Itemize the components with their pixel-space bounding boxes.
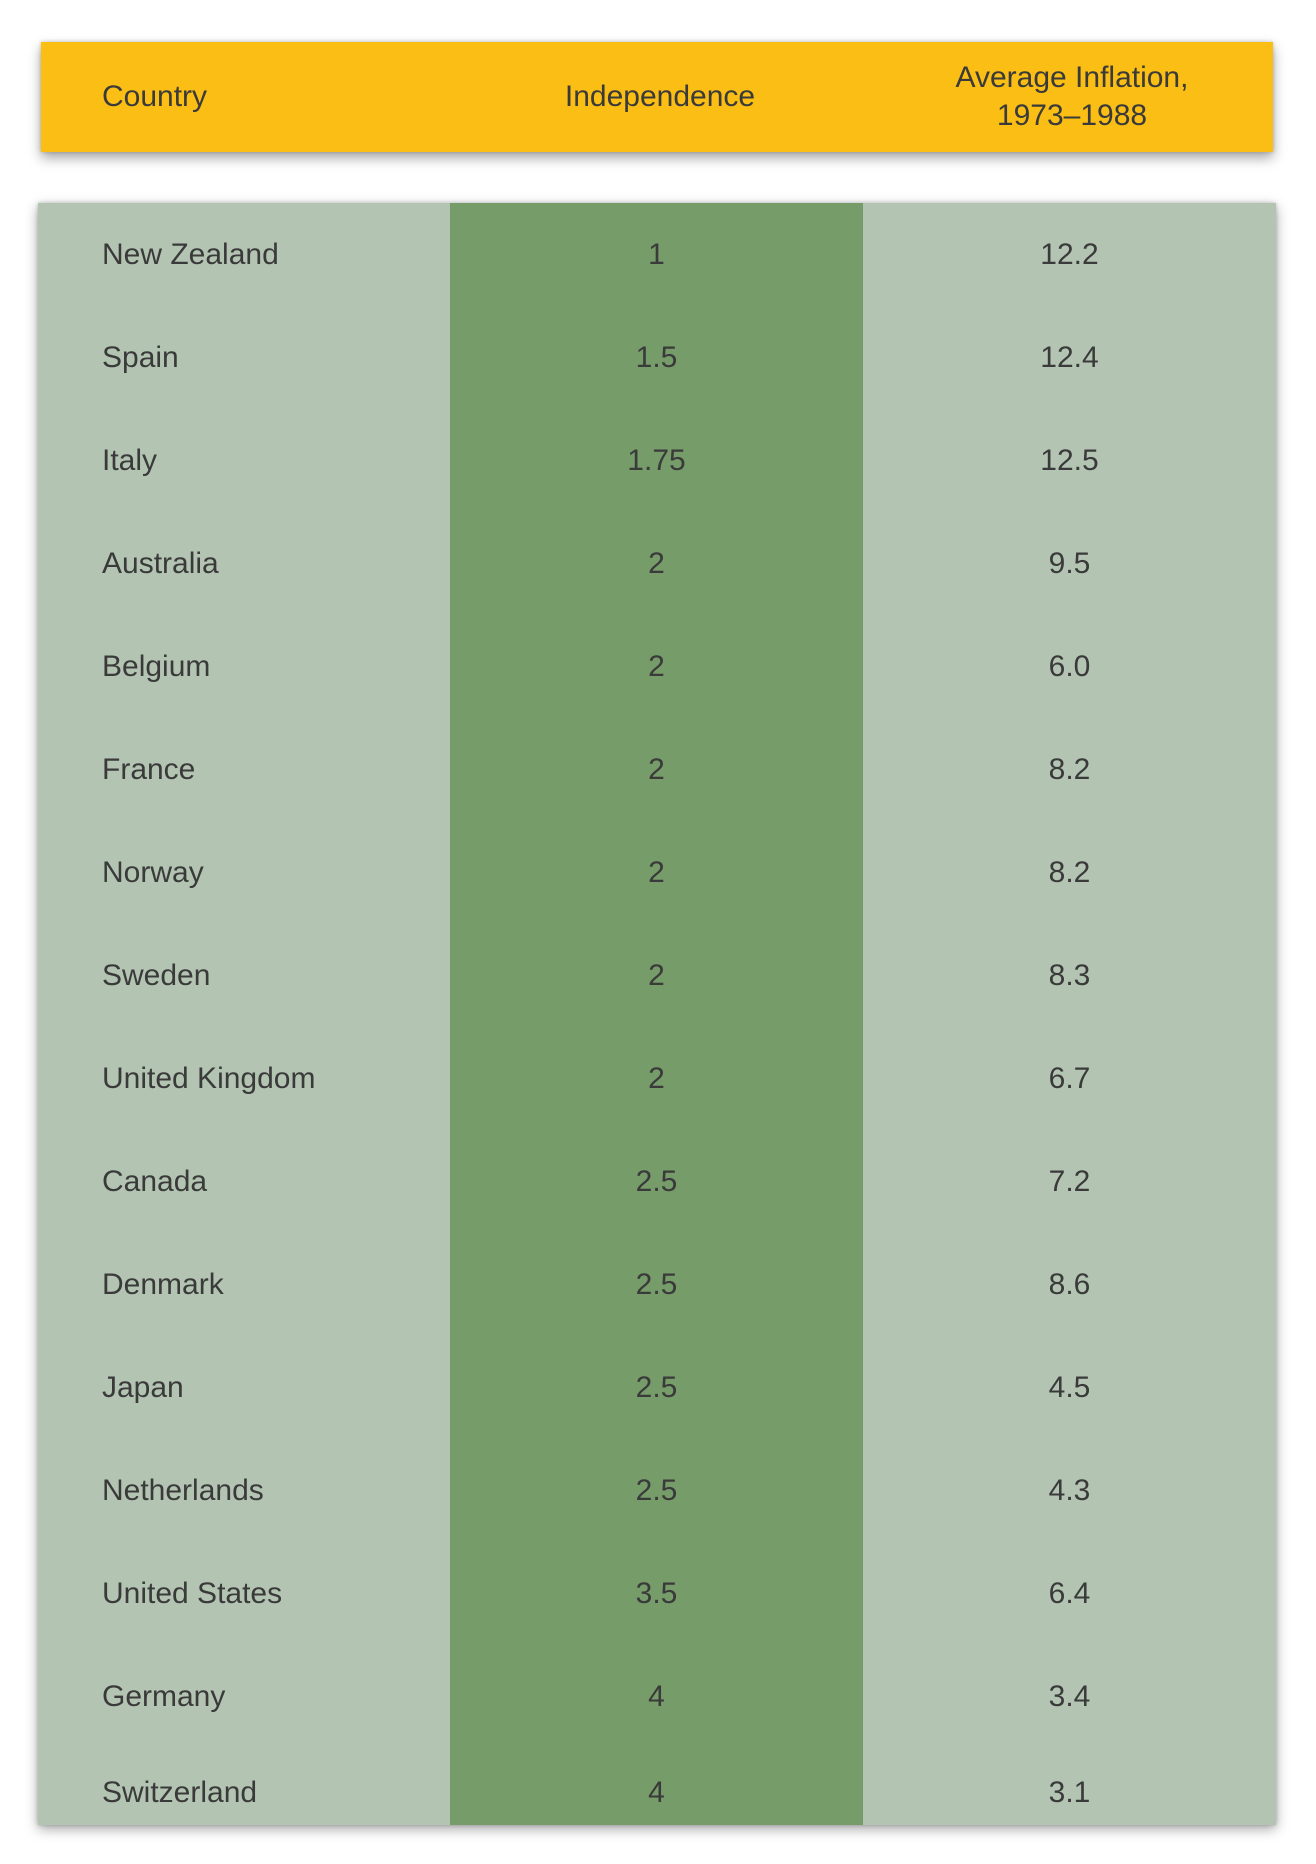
inflation-cell: 3.1 — [1048, 1775, 1091, 1809]
table-row: New Zealand 1 12.2 — [38, 203, 1276, 306]
country-cell: Netherlands — [102, 1473, 264, 1507]
country-cell: United Kingdom — [102, 1061, 316, 1095]
inflation-cell: 6.7 — [1048, 1061, 1091, 1095]
country-cell: Spain — [102, 340, 179, 374]
header-inflation-line1: Average Inflation, — [955, 61, 1189, 94]
independence-cell: 2 — [648, 752, 665, 786]
inflation-cell: 3.4 — [1048, 1679, 1091, 1713]
inflation-cell: 12.5 — [1040, 443, 1099, 477]
table-row: Netherlands 2.5 4.3 — [38, 1439, 1276, 1542]
independence-cell: 3.5 — [635, 1576, 678, 1610]
country-cell: Switzerland — [102, 1775, 258, 1809]
country-cell: Belgium — [102, 649, 211, 683]
independence-cell: 2.5 — [635, 1164, 678, 1198]
independence-cell: 2 — [648, 958, 665, 992]
independence-cell: 1 — [648, 237, 665, 271]
independence-cell: 2 — [648, 1061, 665, 1095]
independence-cell: 1.75 — [627, 443, 686, 477]
country-cell: Sweden — [102, 958, 211, 992]
header-country: Country — [102, 80, 208, 113]
header-inflation-line2: 1973–1988 — [996, 99, 1148, 132]
independence-cell: 2 — [648, 855, 665, 889]
country-cell: Australia — [102, 546, 219, 580]
inflation-cell: 8.2 — [1048, 752, 1091, 786]
table-row: Italy 1.75 12.5 — [38, 409, 1276, 512]
inflation-cell: 9.5 — [1048, 546, 1091, 580]
table-row: Japan 2.5 4.5 — [38, 1336, 1276, 1439]
independence-cell: 2.5 — [635, 1370, 678, 1404]
inflation-cell: 7.2 — [1048, 1164, 1091, 1198]
country-cell: Italy — [102, 443, 158, 477]
header-average-inflation: Average Inflation, 1973–1988 — [866, 42, 1278, 152]
independence-cell: 1.5 — [635, 340, 678, 374]
inflation-cell: 6.4 — [1048, 1576, 1091, 1610]
independence-cell: 4 — [648, 1679, 665, 1713]
table-row: Spain 1.5 12.4 — [38, 306, 1276, 409]
table-row: United Kingdom 2 6.7 — [38, 1027, 1276, 1130]
header-independence: Independence — [564, 80, 756, 113]
independence-cell: 2.5 — [635, 1267, 678, 1301]
table-row: Germany 4 3.4 — [38, 1645, 1276, 1748]
table-row: France 2 8.2 — [38, 718, 1276, 821]
table-header: Country Independence Average Inflation, … — [41, 42, 1273, 152]
table-row: Norway 2 8.2 — [38, 821, 1276, 924]
country-cell: Denmark — [102, 1267, 224, 1301]
inflation-cell: 8.2 — [1048, 855, 1091, 889]
country-cell: New Zealand — [102, 237, 279, 271]
independence-cell: 2 — [648, 649, 665, 683]
country-cell: Norway — [102, 855, 204, 889]
inflation-cell: 4.3 — [1048, 1473, 1091, 1507]
table-row: Australia 2 9.5 — [38, 512, 1276, 615]
country-cell: France — [102, 752, 196, 786]
inflation-cell: 8.3 — [1048, 958, 1091, 992]
country-cell: Germany — [102, 1679, 226, 1713]
table-row: Belgium 2 6.0 — [38, 615, 1276, 718]
independence-cell: 4 — [648, 1775, 665, 1809]
inflation-cell: 12.4 — [1040, 340, 1099, 374]
country-cell: Japan — [102, 1370, 184, 1404]
inflation-cell: 12.2 — [1040, 237, 1099, 271]
independence-column-highlight — [450, 203, 863, 1825]
table-row: Sweden 2 8.3 — [38, 924, 1276, 1027]
table-body: New Zealand 1 12.2 Spain 1.5 12.4 Italy … — [38, 203, 1276, 1825]
country-cell: United States — [102, 1576, 283, 1610]
table-row: United States 3.5 6.4 — [38, 1542, 1276, 1645]
table-row: Canada 2.5 7.2 — [38, 1130, 1276, 1233]
table-row: Switzerland 4 3.1 — [38, 1741, 1276, 1844]
table-row: Denmark 2.5 8.6 — [38, 1233, 1276, 1336]
independence-cell: 2.5 — [635, 1473, 678, 1507]
inflation-cell: 6.0 — [1048, 649, 1091, 683]
independence-cell: 2 — [648, 546, 665, 580]
country-cell: Canada — [102, 1164, 208, 1198]
inflation-cell: 8.6 — [1048, 1267, 1091, 1301]
inflation-cell: 4.5 — [1048, 1370, 1091, 1404]
